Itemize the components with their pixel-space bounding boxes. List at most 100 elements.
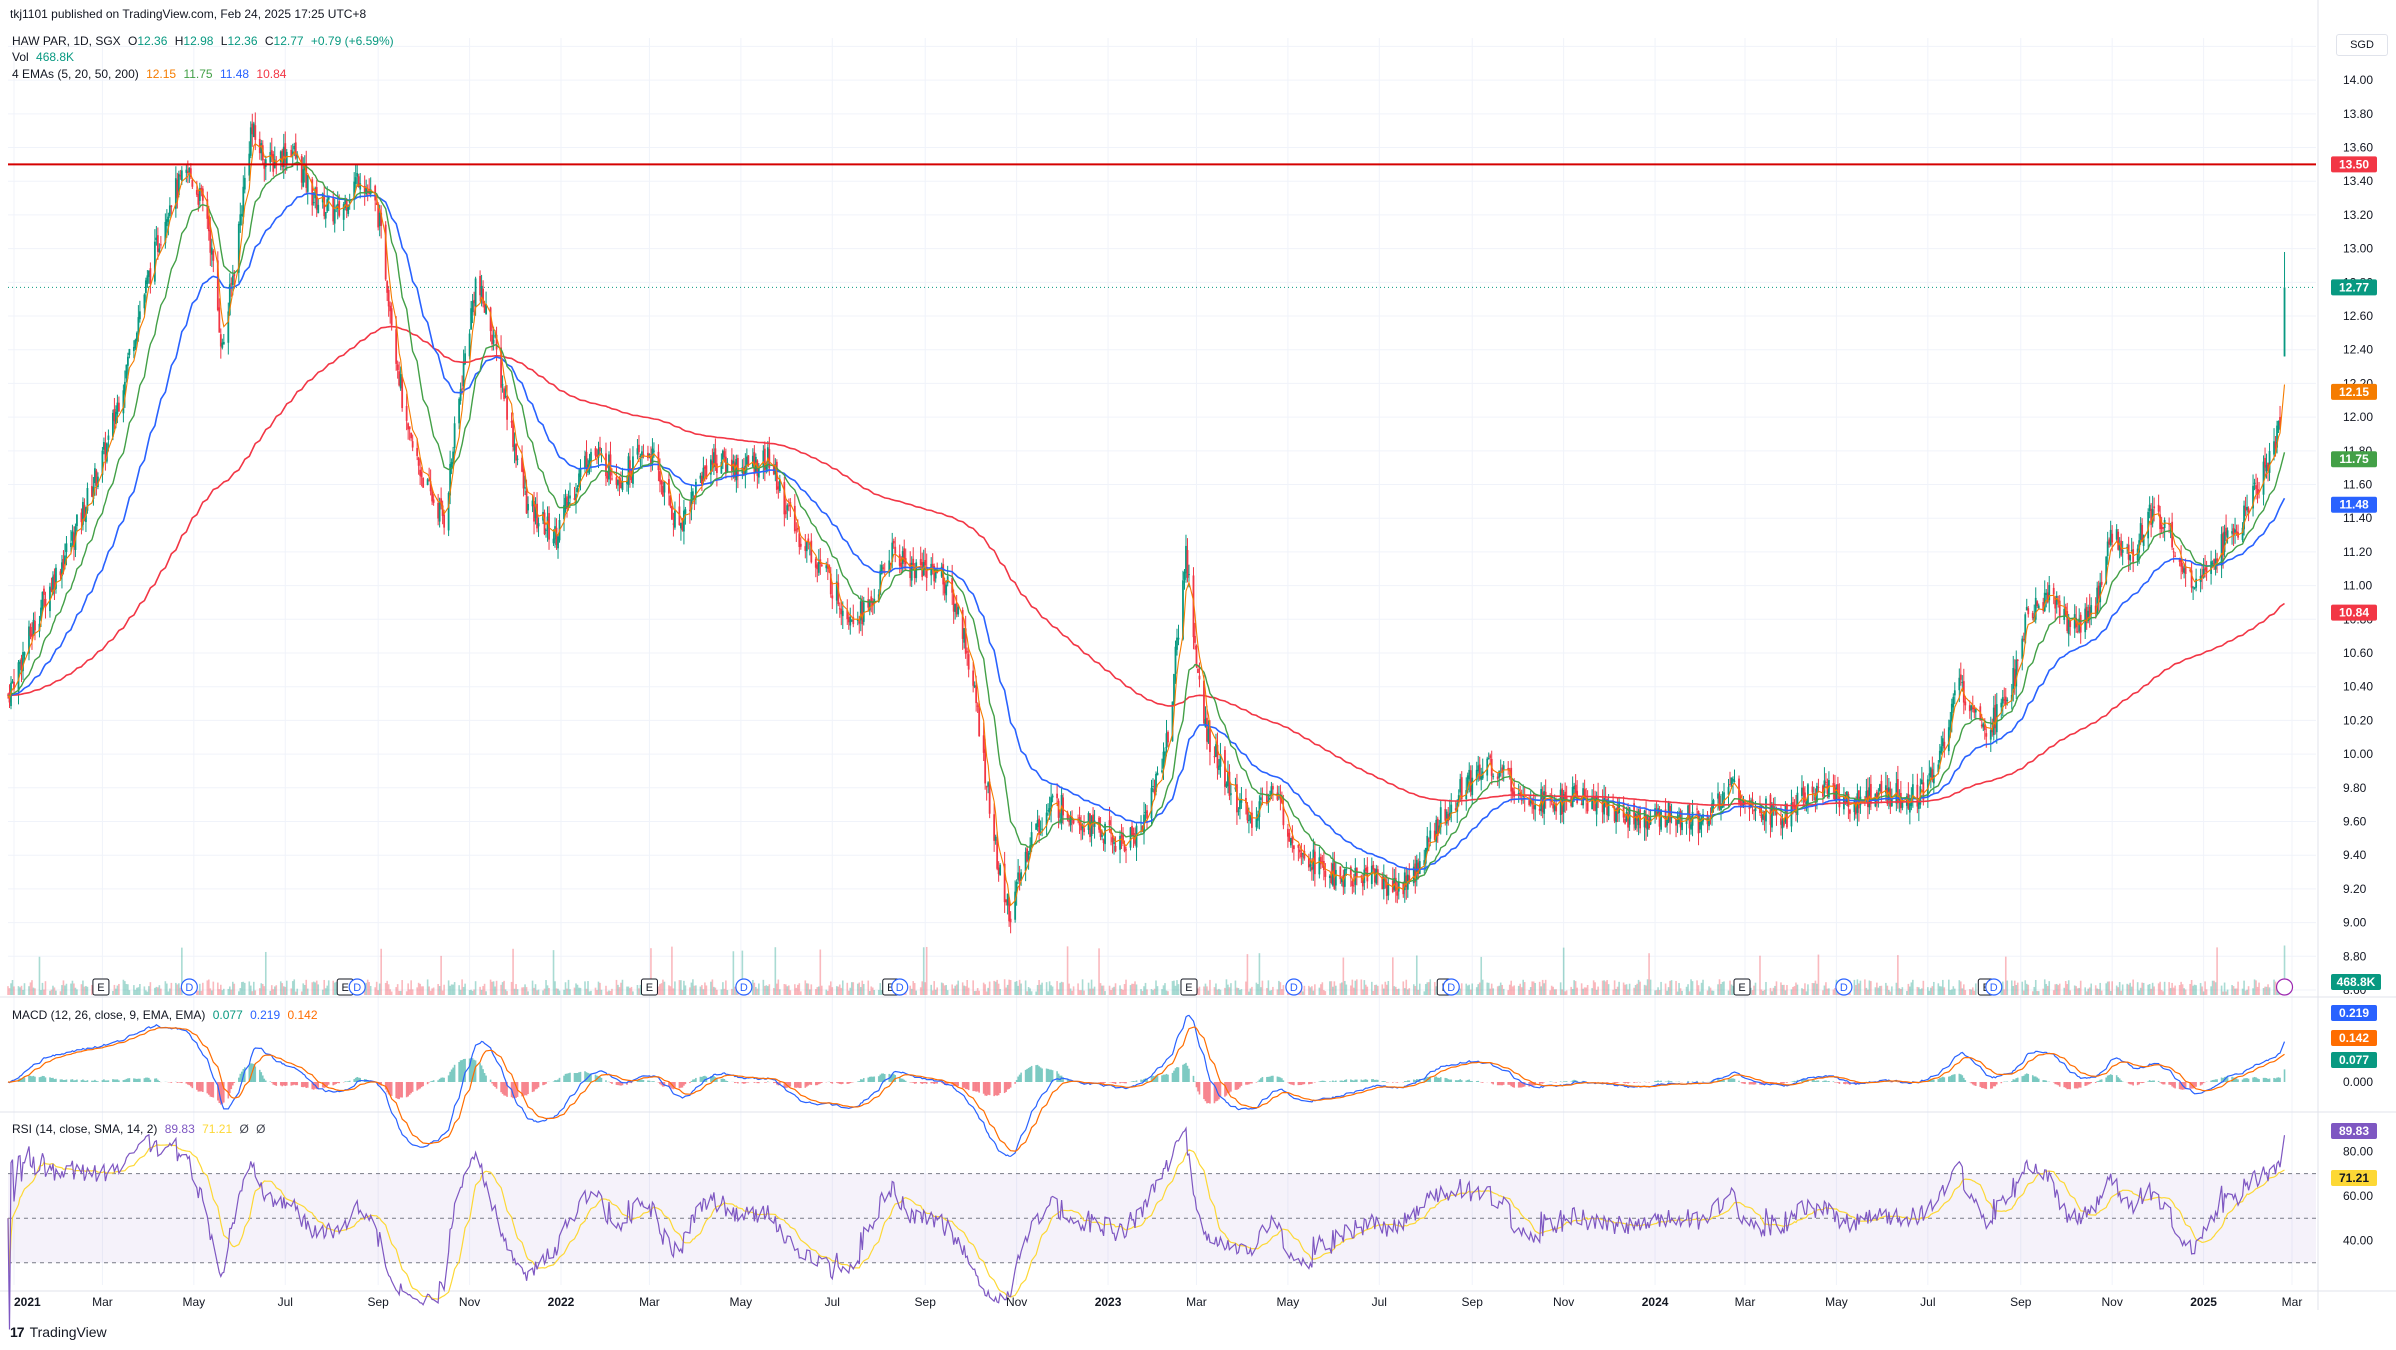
candle: [2139, 523, 2142, 542]
volume-bar: [23, 983, 26, 995]
time-tick-label: Sep: [367, 1295, 389, 1309]
volume-bar: [2088, 987, 2091, 995]
macd-hist-bar: [22, 1077, 24, 1082]
macd-hist-bar: [1832, 1081, 1835, 1082]
volume-bar: [2253, 979, 2256, 995]
macd-hist-bar: [838, 1082, 841, 1084]
macd-hist-bar: [503, 1082, 505, 1096]
volume-bar: [668, 985, 670, 995]
macd-hist-bar: [347, 1081, 350, 1082]
candle: [1510, 767, 1513, 792]
volume-bar: [1038, 980, 1040, 995]
macd-hist-bar: [1763, 1082, 1766, 1085]
volume-bar: [2265, 986, 2268, 995]
candle: [608, 454, 610, 480]
volume-bar: [810, 984, 813, 995]
candle: [892, 541, 895, 544]
volume-bar: [2169, 987, 2172, 995]
volume-bar: [407, 983, 409, 995]
candle: [684, 509, 687, 514]
rsi-ma-line: [7, 1144, 2285, 1300]
macd-hist-bar: [873, 1076, 876, 1082]
volume-bar: [1549, 990, 1551, 995]
macd-hist-bar: [2141, 1082, 2143, 1084]
macd-hist-bar: [1459, 1079, 1462, 1082]
volume-bar: [1891, 986, 1893, 995]
candle: [1459, 779, 1462, 793]
volume-bar: [112, 990, 114, 995]
candle: [2046, 592, 2049, 603]
macd-hist-bar: [1991, 1082, 1994, 1089]
candle: [829, 573, 832, 595]
volume-bar: [1780, 982, 1782, 995]
macd-hist-bar: [211, 1082, 213, 1098]
volume-bar: [1528, 990, 1530, 995]
macd-hist-bar: [701, 1076, 703, 1082]
candle: [798, 533, 801, 547]
macd-hist-bar: [513, 1082, 516, 1098]
macd-hist-bar: [1134, 1081, 1136, 1082]
macd-hist-bar: [302, 1082, 305, 1088]
macd-hist-bar: [1502, 1082, 1505, 1085]
macd-hist-bar: [2265, 1078, 2268, 1082]
macd-hist-bar: [810, 1082, 813, 1085]
volume-bar: [966, 980, 968, 995]
candle: [1854, 803, 1857, 815]
candle: [31, 633, 33, 637]
volume-bar: [2058, 983, 2061, 995]
macd-hist-bar: [1288, 1082, 1291, 1084]
price-tick-label: 10.40: [2343, 680, 2373, 694]
macd-hist-bar: [422, 1082, 424, 1087]
volume-bar: [1783, 984, 1785, 995]
candle: [1711, 803, 1713, 813]
candle: [258, 138, 261, 154]
candle: [537, 523, 540, 527]
volume-bar: [909, 985, 912, 995]
macd-hist-bar: [1303, 1082, 1306, 1085]
candle: [1300, 852, 1303, 858]
volume-bar: [2036, 991, 2039, 995]
volume-bar: [1309, 987, 1312, 995]
macd-hist-bar: [2226, 1076, 2229, 1082]
volume-bar: [43, 989, 45, 995]
candle: [564, 497, 567, 509]
macd-hist-bar: [684, 1082, 687, 1085]
volume-bar: [1071, 990, 1073, 995]
volume-bar: [1858, 983, 1860, 995]
volume-bar: [714, 987, 717, 995]
macd-hist-bar: [1381, 1081, 1384, 1082]
macd-hist-bar: [1269, 1076, 1271, 1082]
candle: [2004, 696, 2007, 705]
candle: [1331, 863, 1334, 886]
candle: [1093, 820, 1096, 827]
volume-bar: [1459, 988, 1462, 995]
macd-hist-bar: [200, 1082, 203, 1092]
macd-hist-bar: [522, 1082, 525, 1097]
macd-hist-bar: [2211, 1080, 2214, 1082]
macd-hist-bar: [1469, 1080, 1472, 1082]
volume-bar: [2150, 988, 2152, 995]
macd-hist-bar: [2174, 1082, 2176, 1089]
macd-hist-bar: [973, 1082, 976, 1092]
macd-hist-bar: [2042, 1080, 2045, 1082]
macd-hist-bar: [847, 1082, 850, 1084]
macd-hist-bar: [1029, 1067, 1031, 1082]
candle: [1917, 802, 1920, 809]
volume-bar: [1897, 955, 1899, 995]
candle: [168, 205, 171, 217]
candle: [1866, 790, 1869, 807]
volume-bar: [618, 987, 621, 995]
volume-bar: [2084, 987, 2086, 995]
time-tick-label: 2024: [1642, 1295, 1669, 1309]
volume-bar: [513, 988, 516, 995]
volume-bar: [492, 981, 495, 995]
candle: [1654, 808, 1656, 816]
currency-selector[interactable]: SGD: [2336, 34, 2388, 56]
tradingview-brand[interactable]: 17 TradingView: [10, 1324, 107, 1340]
macd-hist-bar: [615, 1082, 618, 1085]
candle: [2277, 420, 2280, 430]
macd-hist-bar: [1333, 1081, 1336, 1082]
candle: [988, 781, 991, 814]
volume-bar: [74, 987, 77, 995]
